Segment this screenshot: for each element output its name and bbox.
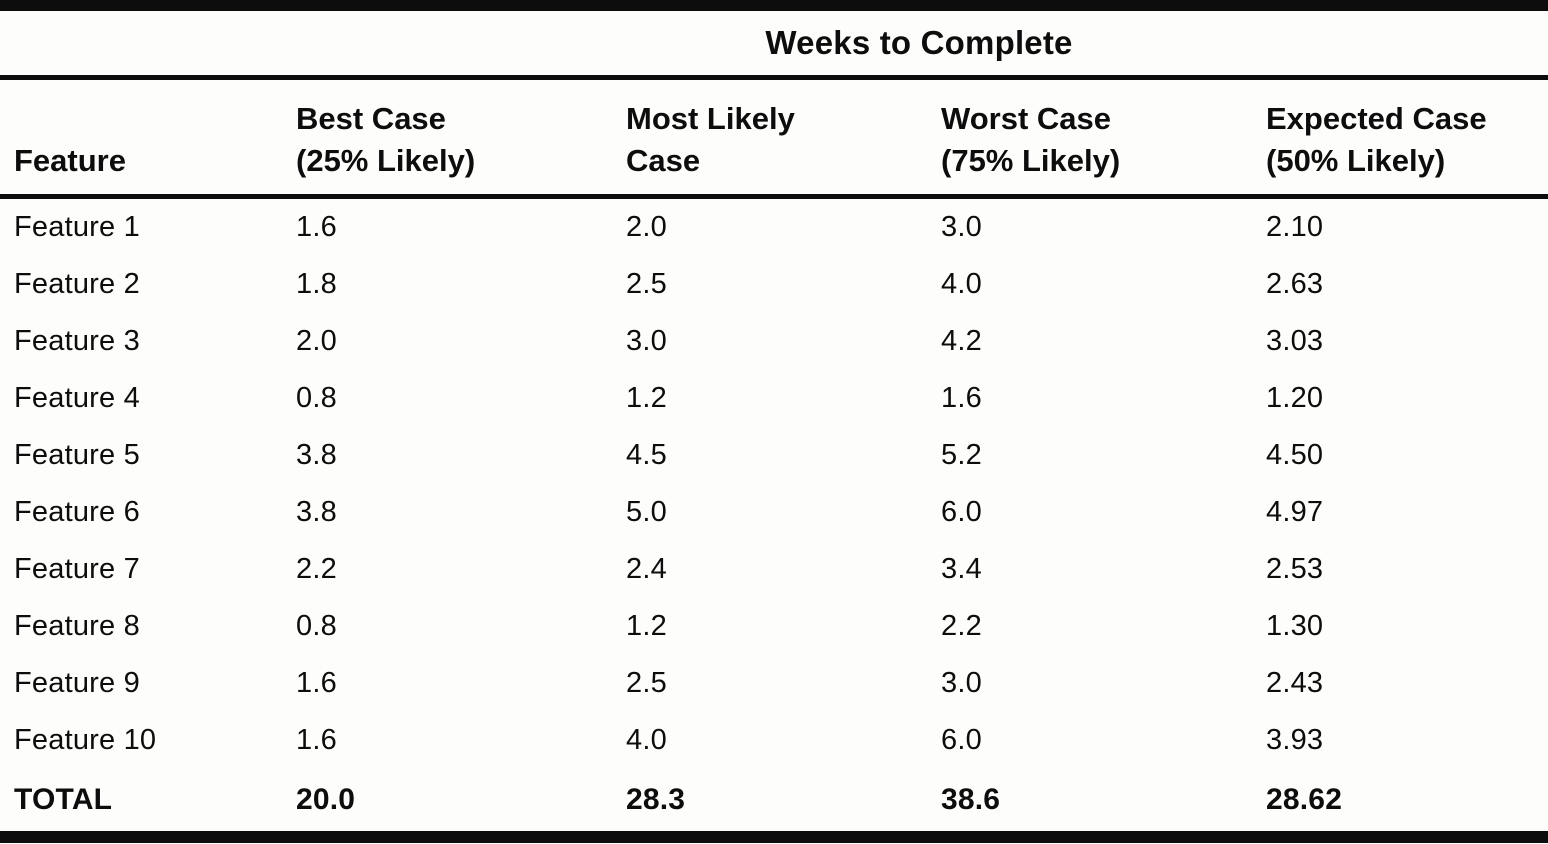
cell-total-most-likely: 28.3 xyxy=(626,783,686,816)
cell-feature: Feature 8 xyxy=(14,610,140,642)
column-header-label: Expected Case xyxy=(1266,101,1487,137)
table-row: Feature 9 1.6 2.5 3.0 2.43 xyxy=(0,655,1548,712)
cell-expected: 2.43 xyxy=(1266,667,1324,699)
cell-worst-case: 4.2 xyxy=(941,325,982,357)
cell-worst-case: 3.4 xyxy=(941,553,982,585)
cell-worst-case: 2.2 xyxy=(941,610,982,642)
cell-expected: 4.50 xyxy=(1266,439,1324,471)
cell-best-case: 3.8 xyxy=(296,439,337,471)
cell-feature: Feature 4 xyxy=(14,382,140,414)
column-header-row: Feature Best Case (25% Likely) Most Like… xyxy=(0,77,1548,199)
cell-expected: 3.03 xyxy=(1266,325,1324,357)
table-row: Feature 4 0.8 1.2 1.6 1.20 xyxy=(0,370,1548,427)
cell-most-likely: 4.0 xyxy=(626,724,667,756)
spanner-header: Weeks to Complete xyxy=(290,5,1548,80)
cell-most-likely: 1.2 xyxy=(626,610,667,642)
cell-total-expected: 28.62 xyxy=(1266,783,1343,816)
cell-best-case: 1.8 xyxy=(296,268,337,300)
cell-most-likely: 1.2 xyxy=(626,382,667,414)
table-row: Feature 6 3.8 5.0 6.0 4.97 xyxy=(0,484,1548,541)
column-header-feature: Feature xyxy=(0,77,290,199)
table-row: Feature 10 1.6 4.0 6.0 3.93 xyxy=(0,712,1548,769)
column-header-label: Feature xyxy=(14,143,126,179)
table-row: Feature 3 2.0 3.0 4.2 3.03 xyxy=(0,313,1548,370)
cell-most-likely: 2.5 xyxy=(626,667,667,699)
cell-most-likely: 2.0 xyxy=(626,211,667,243)
cell-expected: 2.53 xyxy=(1266,553,1324,585)
cell-total-label: TOTAL xyxy=(14,783,113,816)
table-row: Feature 8 0.8 1.2 2.2 1.30 xyxy=(0,598,1548,655)
cell-feature: Feature 10 xyxy=(14,724,157,756)
column-header-best-case: Best Case (25% Likely) xyxy=(290,77,620,199)
cell-expected: 2.10 xyxy=(1266,211,1324,243)
table-row: Feature 2 1.8 2.5 4.0 2.63 xyxy=(0,256,1548,313)
cell-expected: 4.97 xyxy=(1266,496,1324,528)
cell-worst-case: 5.2 xyxy=(941,439,982,471)
cell-best-case: 1.6 xyxy=(296,211,337,243)
cell-worst-case: 3.0 xyxy=(941,667,982,699)
cell-best-case: 1.6 xyxy=(296,667,337,699)
cell-worst-case: 3.0 xyxy=(941,211,982,243)
cell-feature: Feature 7 xyxy=(14,553,140,585)
cell-best-case: 0.8 xyxy=(296,610,337,642)
cell-worst-case: 6.0 xyxy=(941,724,982,756)
cell-best-case: 3.8 xyxy=(296,496,337,528)
cell-feature: Feature 1 xyxy=(14,211,140,243)
column-header-label: Best Case xyxy=(296,101,446,137)
cell-feature: Feature 3 xyxy=(14,325,140,357)
column-header-worst-case: Worst Case (75% Likely) xyxy=(935,77,1260,199)
cell-feature: Feature 5 xyxy=(14,439,140,471)
column-header-label: Most Likely xyxy=(626,101,795,137)
table-row: Feature 1 1.6 2.0 3.0 2.10 xyxy=(0,197,1548,257)
column-header-label: Worst Case xyxy=(941,101,1111,137)
cell-worst-case: 6.0 xyxy=(941,496,982,528)
column-header-sublabel: (75% Likely) xyxy=(941,143,1121,179)
cell-expected: 1.20 xyxy=(1266,382,1324,414)
cell-worst-case: 4.0 xyxy=(941,268,982,300)
column-header-sublabel: (50% Likely) xyxy=(1266,143,1446,179)
table-row: Feature 7 2.2 2.4 3.4 2.53 xyxy=(0,541,1548,598)
cell-expected: 2.63 xyxy=(1266,268,1324,300)
cell-best-case: 2.0 xyxy=(296,325,337,357)
cell-worst-case: 1.6 xyxy=(941,382,982,414)
total-row: TOTAL 20.0 28.3 38.6 28.62 xyxy=(0,769,1548,837)
cell-most-likely: 2.4 xyxy=(626,553,667,585)
cell-most-likely: 3.0 xyxy=(626,325,667,357)
cell-best-case: 2.2 xyxy=(296,553,337,585)
column-header-sublabel: (25% Likely) xyxy=(296,143,476,179)
column-header-sublabel: Case xyxy=(626,143,701,179)
cell-most-likely: 5.0 xyxy=(626,496,667,528)
spanner-empty-cell xyxy=(0,5,290,80)
cell-most-likely: 4.5 xyxy=(626,439,667,471)
cell-expected: 1.30 xyxy=(1266,610,1324,642)
cell-feature: Feature 9 xyxy=(14,667,140,699)
cell-expected: 3.93 xyxy=(1266,724,1324,756)
cell-most-likely: 2.5 xyxy=(626,268,667,300)
cell-best-case: 1.6 xyxy=(296,724,337,756)
column-header-expected-case: Expected Case (50% Likely) xyxy=(1260,77,1548,199)
cell-feature: Feature 2 xyxy=(14,268,140,300)
table-row: Feature 5 3.8 4.5 5.2 4.50 xyxy=(0,427,1548,484)
column-header-most-likely: Most Likely Case xyxy=(620,77,935,199)
cell-best-case: 0.8 xyxy=(296,382,337,414)
spanner-header-row: Weeks to Complete xyxy=(0,5,1548,80)
cell-feature: Feature 6 xyxy=(14,496,140,528)
cell-total-worst-case: 38.6 xyxy=(941,783,1001,816)
cell-total-best-case: 20.0 xyxy=(296,783,356,816)
